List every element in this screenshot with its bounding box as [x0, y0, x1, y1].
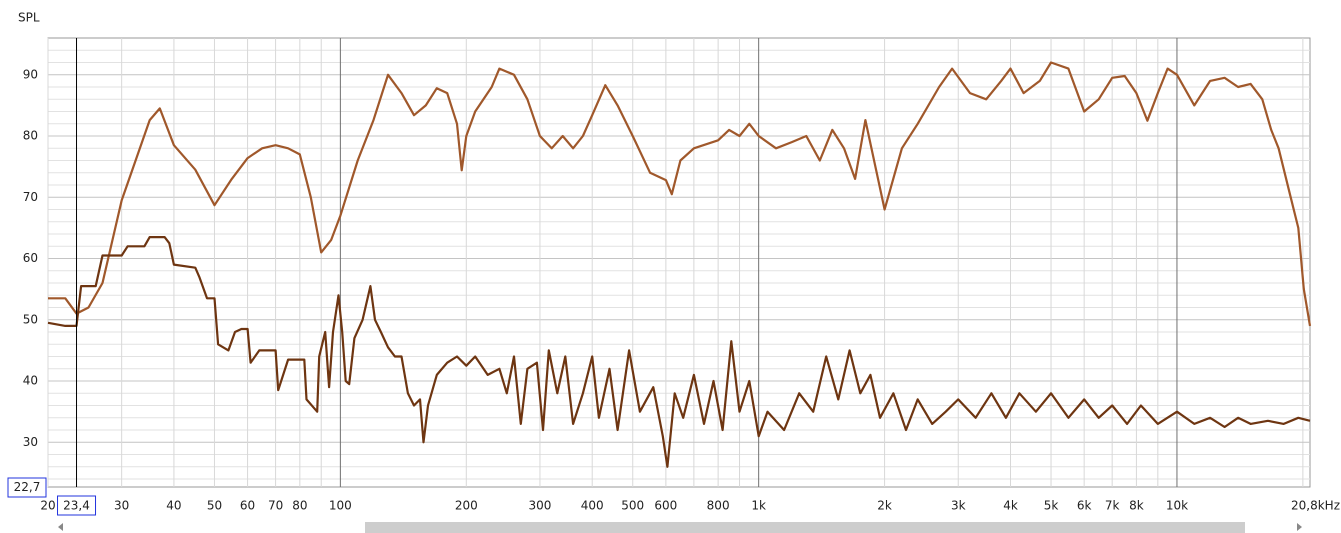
- x-tick-label: 800: [707, 499, 730, 513]
- x-tick-label: 300: [528, 499, 551, 513]
- y-tick-label: 40: [23, 374, 38, 388]
- spl-trace: [48, 61, 1312, 327]
- cursor-y-box: [7, 477, 47, 498]
- x-tick-label: 70: [268, 499, 283, 513]
- spl-trace: [47, 236, 1311, 468]
- y-tick-label: 50: [23, 312, 38, 326]
- x-tick-label: 600: [654, 499, 677, 513]
- x-tick-label: 500: [621, 499, 644, 513]
- x-tick-label: 7k: [1105, 499, 1120, 513]
- cursor-x-box: [57, 495, 97, 516]
- scroll-left[interactable]: [58, 523, 63, 531]
- x-tick-label: 100: [329, 499, 352, 513]
- x-tick-label: 4k: [1003, 499, 1018, 513]
- cursor-x-label: 23,4: [63, 499, 90, 513]
- x-tick-label: 30: [114, 499, 129, 513]
- x-tick-label: 200: [455, 499, 478, 513]
- y-tick-label: 70: [23, 190, 38, 204]
- x-tick-label: 20,8kHz: [1291, 499, 1340, 513]
- x-tick-label: 60: [240, 499, 255, 513]
- y-axis-label: SPL: [18, 11, 40, 25]
- y-tick-label: 30: [23, 435, 38, 449]
- x-tick-label: 20: [40, 499, 55, 513]
- x-tick-label: 80: [292, 499, 307, 513]
- x-tick-label: 400: [581, 499, 604, 513]
- scrollbar-thumb[interactable]: [365, 522, 1245, 533]
- x-tick-label: 50: [207, 499, 222, 513]
- y-tick-label: 80: [23, 129, 38, 143]
- x-tick-label: 5k: [1044, 499, 1059, 513]
- plot-area: [47, 37, 1311, 488]
- x-tick-label: 3k: [951, 499, 966, 513]
- x-tick-label: 1k: [751, 499, 766, 513]
- y-tick-label: 90: [23, 67, 38, 81]
- x-tick-label: 2k: [877, 499, 892, 513]
- x-tick-label: 40: [166, 499, 181, 513]
- cursor-y-label: 22,7: [14, 480, 41, 494]
- x-tick-label: 8k: [1129, 499, 1144, 513]
- y-tick-label: 60: [23, 251, 38, 265]
- x-tick-label: 10k: [1166, 499, 1188, 513]
- scroll-right[interactable]: [1297, 523, 1302, 531]
- x-tick-label: 6k: [1077, 499, 1092, 513]
